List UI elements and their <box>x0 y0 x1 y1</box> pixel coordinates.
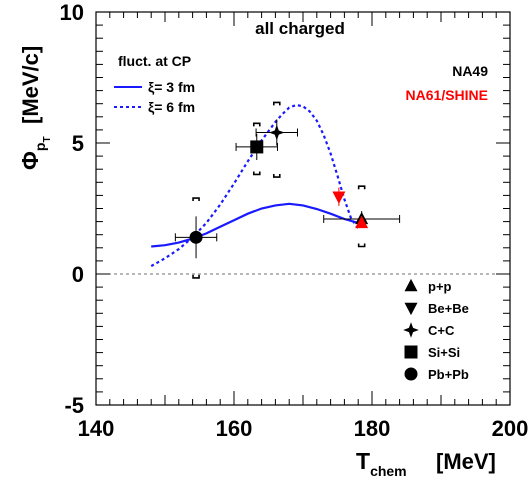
marker-legend-label: p+p <box>428 279 452 294</box>
marker-legend-entry: Be+Be <box>404 301 469 316</box>
x-tick-label: 180 <box>354 416 391 441</box>
y-tick-label: 0 <box>72 262 84 287</box>
x-tick-label: 140 <box>78 416 115 441</box>
systematic-bracket <box>357 185 366 190</box>
marker-legend-label: Be+Be <box>428 301 469 316</box>
y-tick-label: -5 <box>64 393 84 418</box>
marker-legend-entry: Si+Si <box>404 345 460 360</box>
systematic-bracket <box>252 171 261 176</box>
model-legend-title: fluct. at CP <box>118 53 191 69</box>
model-curve-xi3 <box>151 202 359 248</box>
marker-legend-entry: p+p <box>404 278 452 294</box>
point-BeBe-na61 <box>332 187 346 206</box>
marker-triangle-up <box>355 215 369 229</box>
legend-marker-star <box>403 322 419 338</box>
chart-title: all charged <box>255 19 345 38</box>
svg-text:[MeV]: [MeV] <box>436 449 496 474</box>
svg-text:Tchem: Tchem <box>356 448 407 479</box>
axis-ticks: 140 160 180 200 -5 0 5 10 <box>60 0 528 441</box>
legend-marker-triangle-up <box>404 278 418 292</box>
marker-star <box>269 124 285 141</box>
y-axis-title: ΦpT [MeV/c] <box>17 46 53 170</box>
marker-square <box>250 140 264 154</box>
legend-marker-circle <box>404 367 418 381</box>
x-tick-label: 160 <box>216 416 253 441</box>
marker-legend: p+p Be+Be C+C Si+Si Pb+Pb <box>403 278 469 382</box>
y-tick-label: 5 <box>72 131 84 156</box>
systematic-bracket <box>192 197 200 202</box>
legend-marker-triangle-down <box>404 302 418 316</box>
marker-legend-label: Si+Si <box>428 345 460 360</box>
marker-legend-label: Pb+Pb <box>428 367 469 382</box>
model-curve-xi6 <box>150 103 360 268</box>
data-points <box>174 101 401 279</box>
y-tick-label: 10 <box>60 0 84 25</box>
experiment-label-na49: NA49 <box>452 63 488 79</box>
point-pp-na61 <box>355 215 369 229</box>
systematic-bracket <box>192 274 200 279</box>
marker-legend-entry: C+C <box>403 322 455 338</box>
marker-legend-entry: Pb+Pb <box>404 367 469 382</box>
marker-circle <box>189 230 203 244</box>
marker-legend-label: C+C <box>428 323 455 338</box>
x-tick-label: 200 <box>492 416 528 441</box>
svg-text:[MeV/c]: [MeV/c] <box>18 46 43 124</box>
experiment-label-na61: NA61/SHINE <box>406 87 488 103</box>
point-PbPb-na49 <box>174 197 218 279</box>
systematic-bracket <box>272 101 281 106</box>
point-CC-na49 <box>255 101 298 178</box>
legend-label-xi3: ξ= 3 fm <box>148 79 195 95</box>
systematic-bracket <box>272 174 281 178</box>
legend-marker-square <box>404 345 418 359</box>
systematic-bracket <box>357 243 366 248</box>
model-curves <box>150 103 360 268</box>
legend-label-xi6: ξ= 6 fm <box>148 99 195 115</box>
x-axis-title: Tchem [MeV] <box>356 448 496 479</box>
svg-text:ΦpT: ΦpT <box>17 136 53 170</box>
point-SiSi-na49 <box>235 122 278 176</box>
marker-triangle-down <box>332 191 346 204</box>
systematic-bracket <box>252 122 261 127</box>
